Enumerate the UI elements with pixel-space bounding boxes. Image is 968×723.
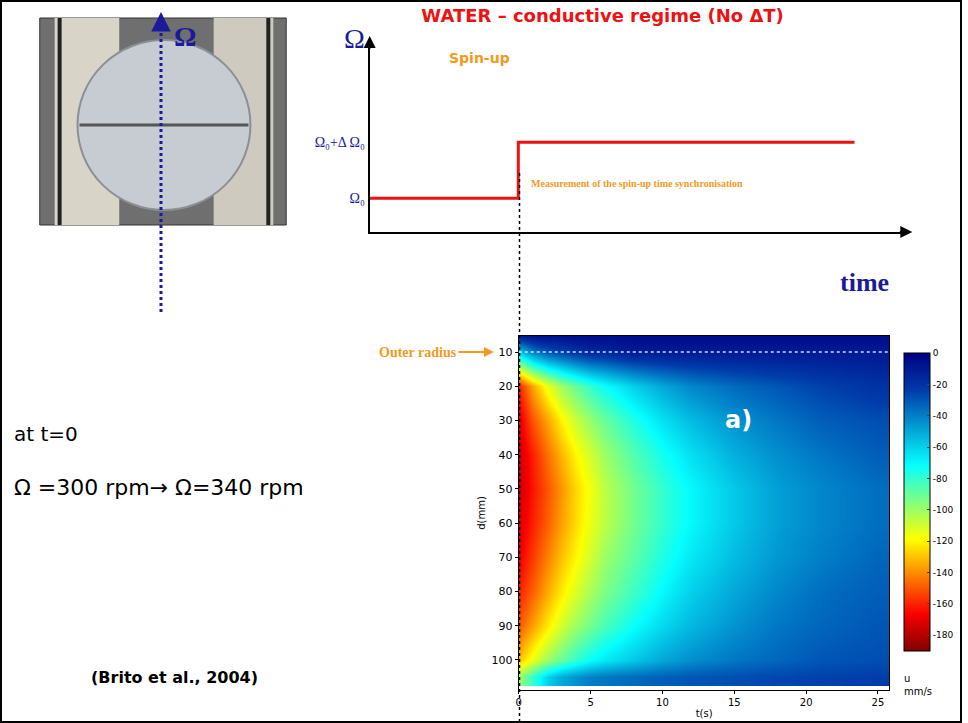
svg-text:Ω: Ω <box>344 23 365 54</box>
svg-text:90: 90 <box>499 620 513 633</box>
svg-text:-40: -40 <box>933 411 948 421</box>
svg-text:-120: -120 <box>933 536 954 546</box>
svg-text:Ω =300 rpm→ Ω=340 rpm: Ω =300 rpm→ Ω=340 rpm <box>14 475 304 500</box>
svg-text:t(s): t(s) <box>696 708 713 719</box>
svg-text:at t=0: at t=0 <box>14 422 78 446</box>
svg-text:umm/s: umm/s <box>904 673 932 697</box>
svg-text:-180: -180 <box>933 630 954 640</box>
svg-text:70: 70 <box>499 551 513 564</box>
svg-text:5: 5 <box>587 697 593 708</box>
svg-text:WATER – conductive regime (No: WATER – conductive regime (No ΔT) <box>421 5 783 26</box>
svg-text:Outer radius: Outer radius <box>379 345 457 360</box>
svg-text:a): a) <box>725 406 752 434</box>
svg-text:d(mm): d(mm) <box>476 496 487 530</box>
svg-text:-20: -20 <box>933 380 948 390</box>
svg-text:20: 20 <box>800 697 813 708</box>
svg-text:25: 25 <box>872 697 885 708</box>
svg-text:40: 40 <box>499 449 513 462</box>
svg-text:30: 30 <box>499 414 513 427</box>
svg-text:0: 0 <box>516 697 522 708</box>
svg-text:Spin-up: Spin-up <box>449 50 510 66</box>
svg-text:Measurement of the spin-up tim: Measurement of the spin-up time synchron… <box>531 178 743 189</box>
svg-text:time: time <box>840 268 889 297</box>
svg-text:Ω₀: Ω₀ <box>350 191 365 206</box>
svg-text:-100: -100 <box>933 505 954 515</box>
svg-text:(Brito et al., 2004): (Brito et al., 2004) <box>91 668 258 687</box>
svg-text:10: 10 <box>656 697 669 708</box>
svg-text:-80: -80 <box>933 474 948 484</box>
svg-text:80: 80 <box>499 585 513 598</box>
svg-text:15: 15 <box>728 697 741 708</box>
svg-text:Ω: Ω <box>174 21 196 52</box>
svg-text:60: 60 <box>499 517 513 530</box>
svg-text:100: 100 <box>492 654 513 667</box>
svg-text:Ω₀+Δ Ω₀: Ω₀+Δ Ω₀ <box>315 135 365 150</box>
svg-text:0: 0 <box>933 348 939 358</box>
svg-text:20: 20 <box>499 380 513 393</box>
svg-text:10: 10 <box>499 346 513 359</box>
svg-text:-140: -140 <box>933 568 954 578</box>
svg-text:50: 50 <box>499 483 513 496</box>
svg-text:-60: -60 <box>933 442 948 452</box>
svg-text:-160: -160 <box>933 599 954 609</box>
